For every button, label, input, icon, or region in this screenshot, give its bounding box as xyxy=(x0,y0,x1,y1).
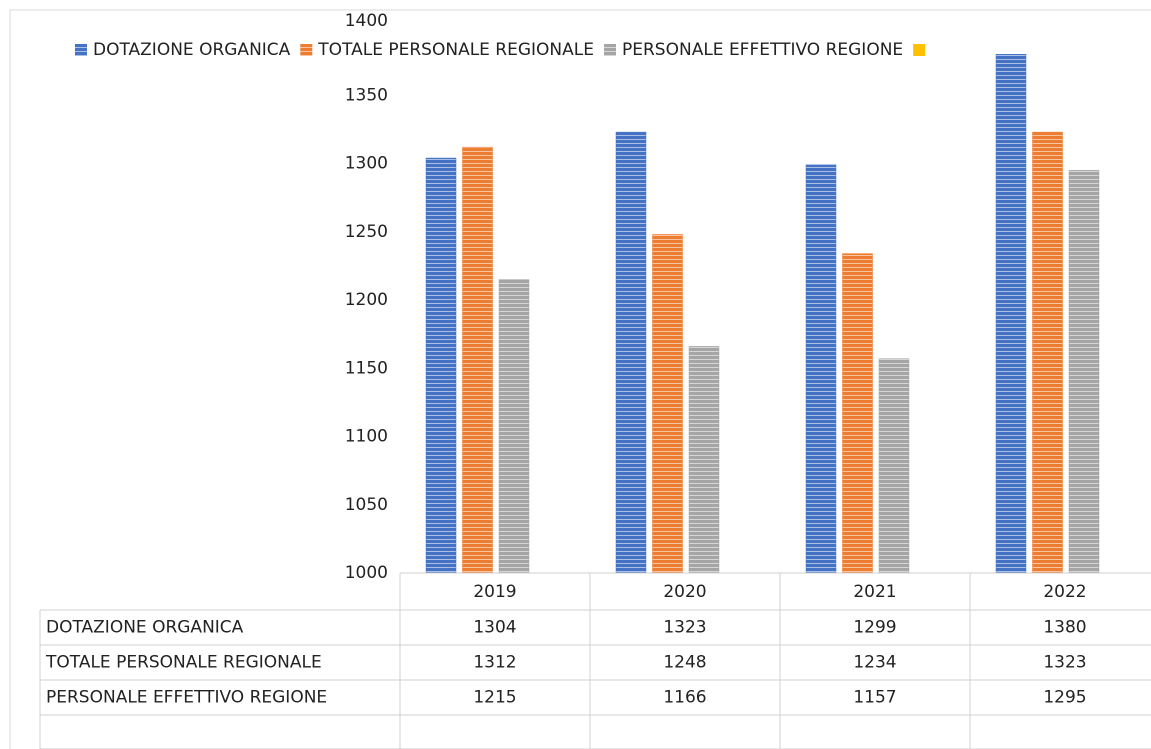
table-cell: 1380 xyxy=(1043,618,1086,638)
table-row-label: PERSONALE EFFETTIVO REGIONE xyxy=(46,688,327,708)
y-tick-label: 1000 xyxy=(345,563,388,583)
y-tick-label: 1150 xyxy=(345,358,388,378)
legend-label: PERSONALE EFFETTIVO REGIONE xyxy=(622,40,903,60)
legend-swatch xyxy=(300,44,313,56)
legend-label: DOTAZIONE ORGANICA xyxy=(93,40,291,60)
table-row-label: DOTAZIONE ORGANICA xyxy=(46,618,244,638)
bar xyxy=(498,279,530,574)
x-tick-label: 2021 xyxy=(853,582,896,602)
legend-swatch xyxy=(913,44,926,56)
bar xyxy=(615,131,647,574)
bar xyxy=(652,234,683,574)
table-cell: 1312 xyxy=(473,653,516,673)
y-tick-label: 1050 xyxy=(345,495,388,515)
table-row-label: TOTALE PERSONALE REGIONALE xyxy=(45,653,322,673)
bar xyxy=(688,346,720,574)
table-cell: 1299 xyxy=(853,618,896,638)
table-cell: 1234 xyxy=(853,653,896,673)
x-tick-label: 2020 xyxy=(663,582,706,602)
bar xyxy=(995,54,1027,574)
table-cell: 1166 xyxy=(663,688,706,708)
bar xyxy=(842,253,873,574)
bar xyxy=(1068,170,1100,574)
bar xyxy=(878,358,910,574)
bar xyxy=(805,164,837,574)
table-cell: 1215 xyxy=(473,688,516,708)
bar xyxy=(425,157,457,574)
y-tick-label: 1100 xyxy=(345,427,388,447)
y-tick-label: 1250 xyxy=(345,222,388,242)
x-tick-label: 2022 xyxy=(1043,582,1086,602)
bar xyxy=(462,146,493,574)
table-cell: 1323 xyxy=(1043,653,1086,673)
legend-swatch xyxy=(75,44,87,56)
table-cell: 1295 xyxy=(1043,688,1086,708)
legend-swatch xyxy=(604,44,616,56)
legend-label: TOTALE PERSONALE REGIONALE xyxy=(317,40,594,60)
bar xyxy=(1032,131,1063,574)
table-cell: 1248 xyxy=(663,653,706,673)
table-cell: 1304 xyxy=(473,618,516,638)
y-tick-label: 1400 xyxy=(345,11,388,31)
x-tick-label: 2019 xyxy=(473,582,516,602)
y-tick-label: 1350 xyxy=(345,85,388,105)
y-tick-label: 1300 xyxy=(345,154,388,174)
y-tick-label: 1200 xyxy=(345,290,388,310)
table-cell: 1157 xyxy=(853,688,896,708)
table-cell: 1323 xyxy=(663,618,706,638)
